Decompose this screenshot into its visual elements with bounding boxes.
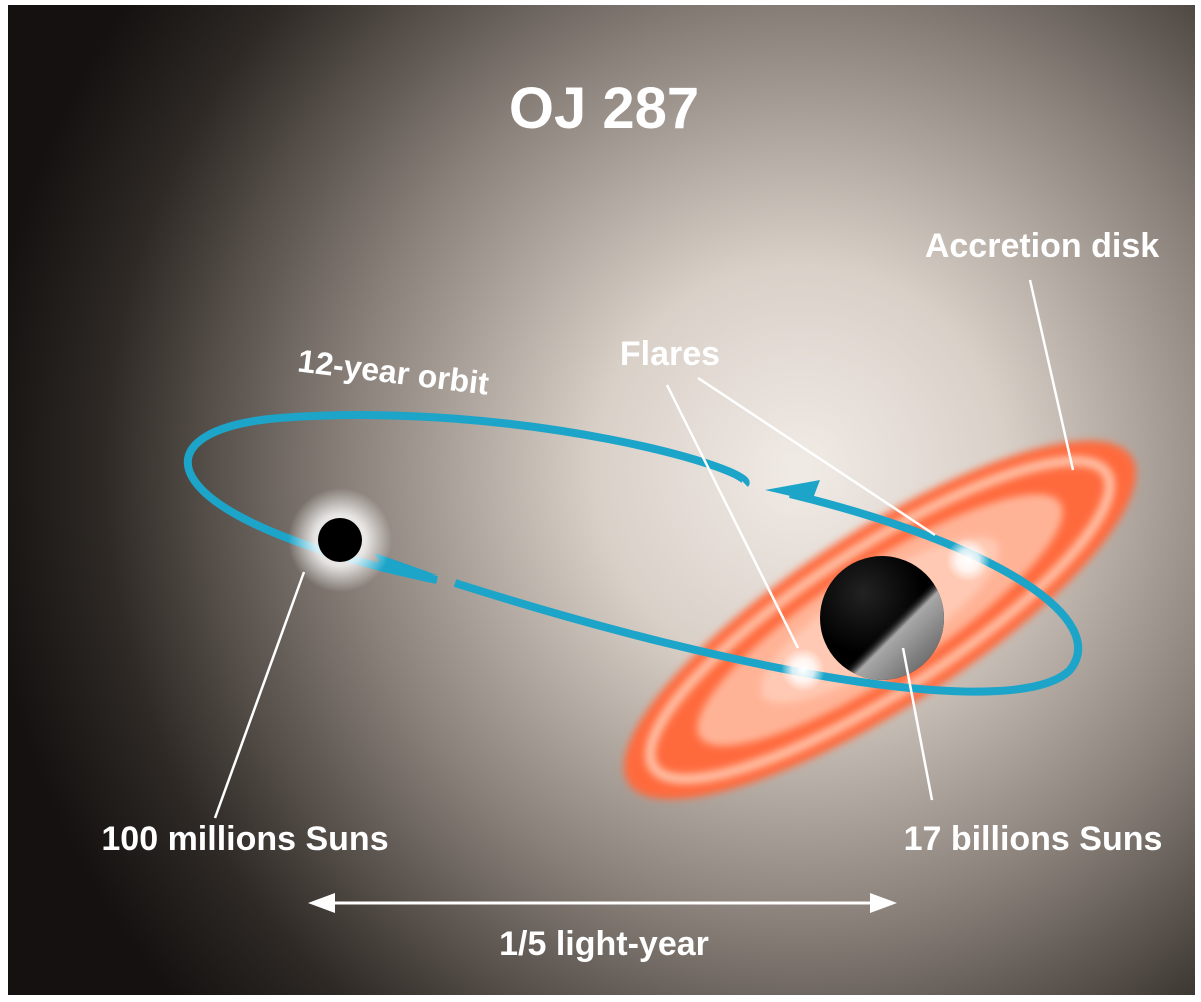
small-black-hole (318, 518, 362, 562)
black-hole-shading (820, 556, 944, 680)
flare (781, 648, 825, 692)
label: 1/5 light-year (499, 925, 709, 963)
illustration: OJ 287 Accretion disk Flares 12-year orb… (0, 0, 1201, 1002)
page: OJ 287 Accretion disk Flares 12-year orb… (0, 0, 1201, 1002)
label: 17 billions Suns (904, 820, 1163, 858)
label: Accretion disk (925, 227, 1159, 265)
flare (946, 538, 990, 582)
title: OJ 287 (509, 76, 699, 141)
label: 100 millions Suns (101, 820, 388, 858)
label: Flares (620, 335, 720, 373)
